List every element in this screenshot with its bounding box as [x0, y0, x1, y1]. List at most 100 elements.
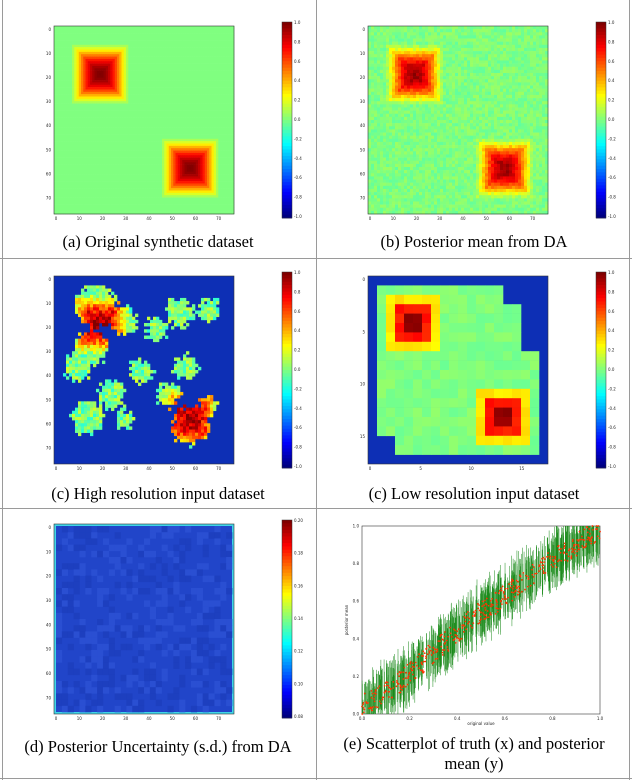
heatmap-cell: [126, 91, 129, 95]
heatmap-cell: [58, 56, 62, 60]
heatmap-cell: [137, 75, 140, 78]
heatmap-cell: [130, 47, 134, 50]
heatmap-cell: [119, 101, 122, 104]
heatmap-cell: [54, 28, 57, 31]
heatmap-cell: [175, 26, 179, 29]
heatmap-cell: [112, 115, 116, 118]
heatmap-cell: [139, 169, 143, 172]
heatmap-cell: [213, 44, 217, 48]
heatmap-cell: [126, 129, 129, 133]
heatmap-cell: [155, 98, 158, 102]
heatmap-cell: [108, 42, 111, 46]
heatmap-cell: [76, 96, 80, 100]
heatmap-cell: [85, 112, 89, 116]
heatmap-cell: [92, 49, 95, 53]
heatmap-cell: [72, 80, 75, 83]
heatmap-cell: [186, 94, 190, 97]
heatmap-cell: [144, 120, 147, 123]
heatmap-cell: [177, 138, 181, 142]
heatmap-cell: [108, 75, 111, 78]
heatmap-cell: [159, 56, 163, 60]
heatmap-cell: [130, 98, 134, 102]
heatmap-cell: [153, 61, 156, 64]
heatmap-cell: [209, 105, 212, 109]
heatmap-cell: [101, 35, 104, 39]
heatmap-cell: [96, 169, 100, 172]
heatmap-cell: [148, 157, 152, 161]
heatmap-cell: [171, 162, 174, 165]
heatmap-cell: [144, 77, 147, 81]
heatmap-cell: [231, 129, 235, 133]
heatmap-cell: [198, 162, 201, 165]
heatmap-cell: [114, 26, 118, 29]
heatmap-cell: [141, 150, 145, 154]
heatmap-cell: [117, 136, 120, 140]
heatmap-cell: [119, 42, 122, 46]
heatmap-cell: [146, 77, 149, 81]
heatmap-cell: [150, 68, 154, 71]
heatmap-cell: [218, 164, 221, 168]
heatmap-cell: [211, 42, 215, 46]
heatmap-cell: [72, 87, 75, 90]
heatmap-cell: [200, 162, 203, 165]
heatmap-cell: [128, 56, 131, 60]
heatmap-cell: [218, 112, 221, 116]
heatmap-cell: [117, 167, 120, 170]
heatmap-cell: [148, 105, 152, 109]
heatmap-cell: [166, 131, 170, 135]
heatmap-cell: [67, 124, 71, 128]
heatmap-cell: [225, 84, 228, 88]
heatmap-cell: [135, 89, 138, 93]
heatmap-cell: [157, 155, 161, 158]
heatmap-cell: [198, 89, 201, 93]
heatmap-cell: [123, 108, 127, 111]
heatmap-cell: [105, 127, 109, 130]
heatmap-cell: [56, 61, 59, 64]
heatmap-cell: [139, 155, 143, 158]
heatmap-cell: [105, 155, 109, 158]
heatmap-cell: [69, 56, 73, 60]
heatmap-cell: [180, 54, 183, 57]
heatmap-cell: [157, 159, 161, 163]
heatmap-cell: [229, 120, 233, 123]
heatmap-cell: [182, 82, 185, 86]
heatmap-cell: [137, 28, 140, 31]
heatmap-cell: [229, 141, 233, 144]
heatmap-cell: [72, 129, 75, 133]
heatmap-cell: [74, 138, 77, 142]
heatmap-cell: [121, 136, 125, 140]
heatmap-cell: [168, 155, 172, 158]
heatmap-cell: [209, 157, 212, 161]
heatmap-cell: [222, 94, 226, 97]
heatmap-cell: [135, 155, 138, 158]
heatmap-cell: [81, 70, 84, 74]
heatmap-cell: [180, 40, 183, 43]
heatmap-cell: [198, 112, 201, 116]
heatmap-cell: [128, 61, 131, 64]
heatmap-cell: [227, 44, 230, 48]
heatmap-cell: [220, 30, 224, 34]
heatmap-cell: [216, 150, 219, 154]
heatmap-cell: [94, 40, 98, 43]
heatmap-cell: [99, 49, 102, 53]
heatmap-cell: [128, 35, 131, 39]
heatmap-cell: [90, 108, 93, 111]
heatmap-cell: [184, 120, 188, 123]
heatmap-cell: [162, 148, 165, 151]
heatmap-cell: [60, 80, 64, 83]
heatmap-cell: [81, 110, 84, 114]
heatmap-cell: [157, 49, 161, 53]
heatmap-cell: [211, 51, 215, 55]
heatmap-cell: [222, 159, 226, 163]
heatmap-cell: [211, 164, 215, 168]
heatmap-cell: [227, 54, 230, 57]
heatmap-cell: [128, 105, 131, 109]
heatmap-cell: [162, 65, 165, 69]
heatmap-cell: [117, 98, 120, 102]
heatmap-cell: [78, 122, 82, 125]
heatmap-cell: [119, 134, 122, 137]
heatmap-cell: [168, 30, 172, 34]
heatmap-cell: [195, 117, 199, 121]
heatmap-cell: [114, 108, 118, 111]
heatmap-cell: [213, 87, 217, 90]
